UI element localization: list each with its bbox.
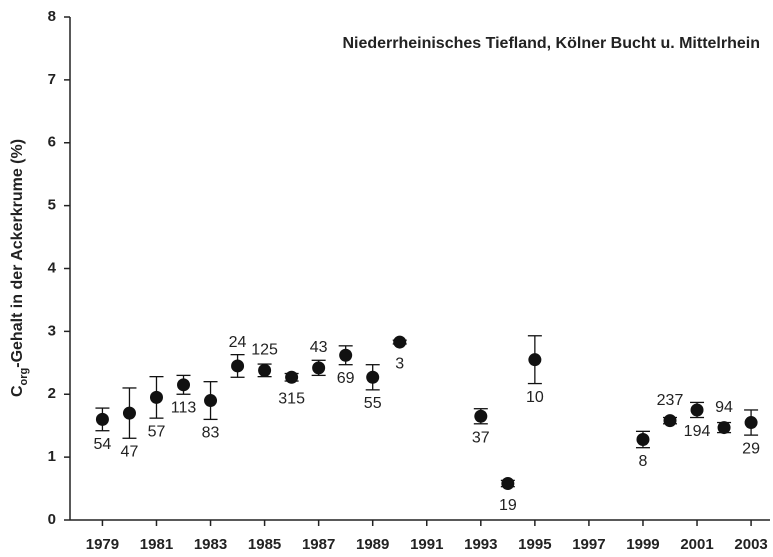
x-tick-label: 1999 [626,536,659,553]
x-tick-label: 1983 [194,536,227,553]
x-tick-label: 1993 [464,536,497,553]
x-tick-label: 1985 [248,536,281,553]
point [312,361,326,375]
n-label: 19 [499,497,517,514]
n-label: 83 [202,425,220,442]
y-tick-label: 5 [48,197,56,214]
point [285,370,299,384]
n-label: 10 [526,389,544,406]
x-tick-label: 1979 [86,536,119,553]
y-tick-label: 4 [48,259,57,276]
annotation: Niederrheinisches Tiefland, Kölner Bucht… [342,35,760,52]
n-label: 194 [684,423,711,440]
x-tick-label: 1995 [518,536,551,553]
point [366,370,380,384]
point [149,390,163,404]
point [474,409,488,423]
x-tick-label: 1987 [302,536,335,553]
n-label: 47 [121,443,139,460]
x-tick-label: 1997 [572,536,605,553]
point [231,359,245,373]
point [744,416,758,430]
point [258,363,272,377]
point [204,394,218,408]
point [177,378,191,392]
n-label: 113 [171,399,197,416]
n-label: 54 [94,436,112,453]
point [339,348,353,362]
n-label: 69 [337,370,355,387]
n-label: 29 [742,440,760,457]
point [393,335,407,349]
n-label: 55 [364,395,382,412]
x-tick-label: 2003 [734,536,767,553]
point [717,421,731,435]
n-label: 8 [639,453,648,470]
n-label: 125 [251,342,278,359]
y-tick-label: 7 [48,71,56,88]
y-tick-label: 0 [48,511,56,528]
y-tick-label: 1 [48,448,56,465]
x-tick-label: 1981 [140,536,173,553]
y-tick-label: 8 [48,8,56,25]
point [663,414,677,428]
x-tick-label: 1991 [410,536,443,553]
n-label: 24 [229,334,247,351]
y-tick-label: 2 [48,385,56,402]
y-label-sub: org [18,368,30,386]
n-label: 315 [278,390,305,407]
point [501,477,515,491]
y-tick-label: 3 [48,322,56,339]
point [690,403,704,417]
point [122,406,136,420]
n-label: 43 [310,339,328,356]
y-axis-label: Corg-Gehalt in der Ackerkrume (%) [9,139,30,397]
point [528,353,542,367]
n-label: 237 [657,392,684,409]
n-label: 3 [395,355,404,372]
point [636,433,650,447]
n-label: 37 [472,429,490,446]
y-label-rest: -Gehalt in der Ackerkrume (%) [9,139,26,368]
point [95,412,109,426]
n-label: 94 [715,399,733,416]
y-label-main: C [9,385,26,397]
y-tick-label: 6 [48,134,56,151]
x-tick-label: 1989 [356,536,389,553]
x-tick-label: 2001 [680,536,713,553]
n-label: 57 [148,423,166,440]
